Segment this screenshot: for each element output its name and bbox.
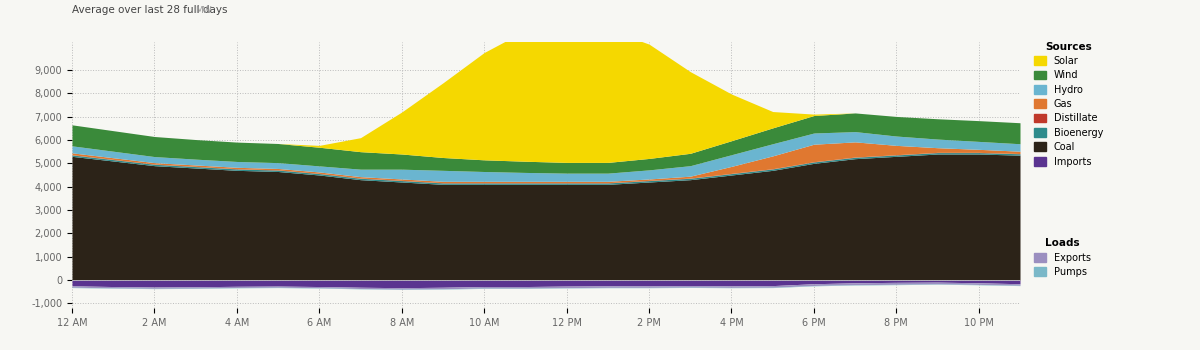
Text: Average over last 28 full days: Average over last 28 full days bbox=[72, 5, 228, 15]
Legend: Exports, Pumps: Exports, Pumps bbox=[1034, 238, 1091, 277]
Text: MW: MW bbox=[196, 6, 212, 15]
